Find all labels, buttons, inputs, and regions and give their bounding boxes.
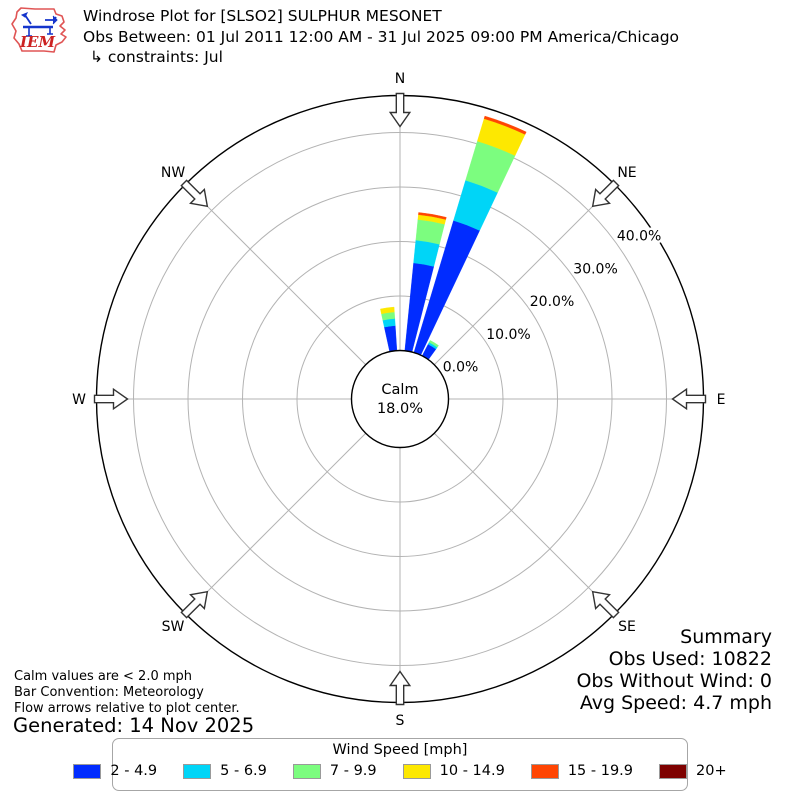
compass-labels: N NE E SE S SW W NW bbox=[72, 71, 725, 729]
flow-arrow bbox=[591, 590, 620, 619]
compass-label-se: SE bbox=[618, 619, 636, 635]
legend-swatch bbox=[183, 763, 212, 779]
grid-spoke bbox=[185, 184, 401, 400]
bar-convention-footnote: Bar Convention: Meteorology bbox=[14, 685, 204, 700]
windrose-bar-segment bbox=[413, 239, 440, 267]
calm-circle bbox=[350, 349, 450, 449]
windrose-bar-segment bbox=[380, 306, 395, 315]
flow-arrows bbox=[93, 92, 707, 706]
compass-label-w: W bbox=[72, 392, 86, 408]
iem-logo-text: IEM bbox=[19, 33, 55, 51]
calm-footnote: Calm values are < 2.0 mph bbox=[14, 669, 193, 684]
plot-title: Windrose Plot for [SLSO2] SULPHUR MESONE… bbox=[83, 7, 442, 25]
legend-label: 7 - 9.9 bbox=[329, 763, 377, 779]
legend-entry: 10 - 14.9 bbox=[402, 763, 505, 779]
summary-obs-used: Obs Used: 10822 bbox=[608, 648, 772, 670]
flow-arrow-shape bbox=[591, 179, 620, 208]
compass-label-nw: NW bbox=[161, 165, 185, 181]
summary-block: Summary Obs Used: 10822 Obs Without Wind… bbox=[576, 626, 772, 714]
legend-entry: 15 - 19.9 bbox=[530, 763, 634, 779]
legend-label: 2 - 4.9 bbox=[110, 763, 158, 779]
legend-entry: 2 - 4.9 bbox=[73, 763, 157, 779]
radial-tick-label: 0.0% bbox=[443, 360, 479, 376]
radial-tick-label: 10.0% bbox=[486, 327, 530, 343]
windrose-bars bbox=[380, 115, 527, 360]
legend-entries: 2 - 4.9 5 - 6.9 7 - 9.9 10 - 14.9 15 - 19.9 2… bbox=[73, 763, 727, 779]
flow-arrow-shape bbox=[180, 179, 209, 208]
flow-arrow bbox=[93, 387, 129, 411]
legend-label: 20+ bbox=[696, 763, 727, 779]
flow-arrow bbox=[388, 670, 412, 706]
compass-label-n: N bbox=[395, 71, 405, 87]
radial-tick-label: 30.0% bbox=[573, 261, 617, 277]
generated-date: Generated: 14 Nov 2025 bbox=[13, 714, 255, 737]
legend-swatch bbox=[530, 763, 559, 779]
summary-title: Summary bbox=[680, 626, 772, 648]
summary-obs-without-wind: Obs Without Wind: 0 bbox=[576, 670, 772, 692]
grid-spoke bbox=[185, 398, 401, 614]
flow-arrow-shape bbox=[388, 670, 412, 706]
flow-arrow bbox=[388, 92, 412, 128]
flow-arrow-shape bbox=[93, 387, 129, 411]
legend-label: 15 - 19.9 bbox=[567, 763, 634, 779]
legend-swatch bbox=[402, 763, 431, 779]
plot-header: Windrose Plot for [SLSO2] SULPHUR MESONE… bbox=[83, 6, 679, 68]
legend-swatch bbox=[73, 763, 102, 779]
windrose-bar-segment bbox=[384, 325, 398, 352]
grid-spoke bbox=[399, 398, 615, 614]
windrose-bar-segment bbox=[418, 212, 447, 220]
iowa-outline bbox=[11, 7, 67, 53]
legend-swatch bbox=[292, 763, 321, 779]
wind-speed-legend: Wind Speed [mph] 2 - 4.9 5 - 6.9 7 - 9.9 10… bbox=[73, 738, 727, 791]
legend-entry: 7 - 9.9 bbox=[292, 763, 377, 779]
iem-logo-graphic: IEM bbox=[11, 7, 67, 53]
radial-tick-label: 20.0% bbox=[530, 294, 574, 310]
compass-label-e: E bbox=[717, 392, 726, 408]
calm-value: 18.0% bbox=[377, 401, 423, 417]
windrose-bar-segment bbox=[483, 115, 527, 135]
legend-entry: 20+ bbox=[659, 763, 727, 779]
legend-title: Wind Speed [mph] bbox=[332, 742, 468, 758]
legend-entry: 5 - 6.9 bbox=[183, 763, 267, 779]
grid-spoke bbox=[399, 184, 615, 400]
plot-subtitle: Obs Between: 01 Jul 2011 12:00 AM - 31 J… bbox=[83, 27, 680, 46]
flow-arrow bbox=[671, 387, 707, 411]
calm-label: Calm bbox=[381, 382, 418, 398]
flow-arrow bbox=[591, 179, 620, 208]
legend-swatch bbox=[659, 763, 688, 779]
legend-label: 10 - 14.9 bbox=[439, 763, 505, 779]
radial-tick-labels: 0.0% 10.0% 20.0% 30.0%40.0% bbox=[440, 226, 664, 378]
windrose-bar-segment bbox=[428, 340, 439, 348]
flow-arrow-shape bbox=[388, 92, 412, 128]
plot-footnotes: Calm values are < 2.0 mph Bar Convention… bbox=[14, 669, 240, 717]
flow-arrows-footnote: Flow arrows relative to plot center. bbox=[14, 701, 240, 716]
iem-logo: IEM bbox=[8, 3, 72, 61]
compass-label-ne: NE bbox=[617, 165, 636, 181]
compass-label-sw: SW bbox=[162, 619, 185, 635]
plot-constraints: ↳ constraints: Jul bbox=[90, 48, 223, 66]
weather-station-icon bbox=[20, 12, 58, 37]
legend-label: 5 - 6.9 bbox=[220, 763, 267, 779]
radial-tick-label: 40.0% bbox=[617, 229, 661, 245]
flow-arrow-shape bbox=[591, 590, 620, 619]
flow-arrow-shape bbox=[671, 387, 707, 411]
flow-arrow bbox=[180, 590, 209, 619]
compass-label-s: S bbox=[396, 713, 405, 729]
summary-avg-speed: Avg Speed: 4.7 mph bbox=[579, 692, 772, 714]
flow-arrow-shape bbox=[180, 590, 209, 619]
flow-arrow bbox=[180, 179, 209, 208]
